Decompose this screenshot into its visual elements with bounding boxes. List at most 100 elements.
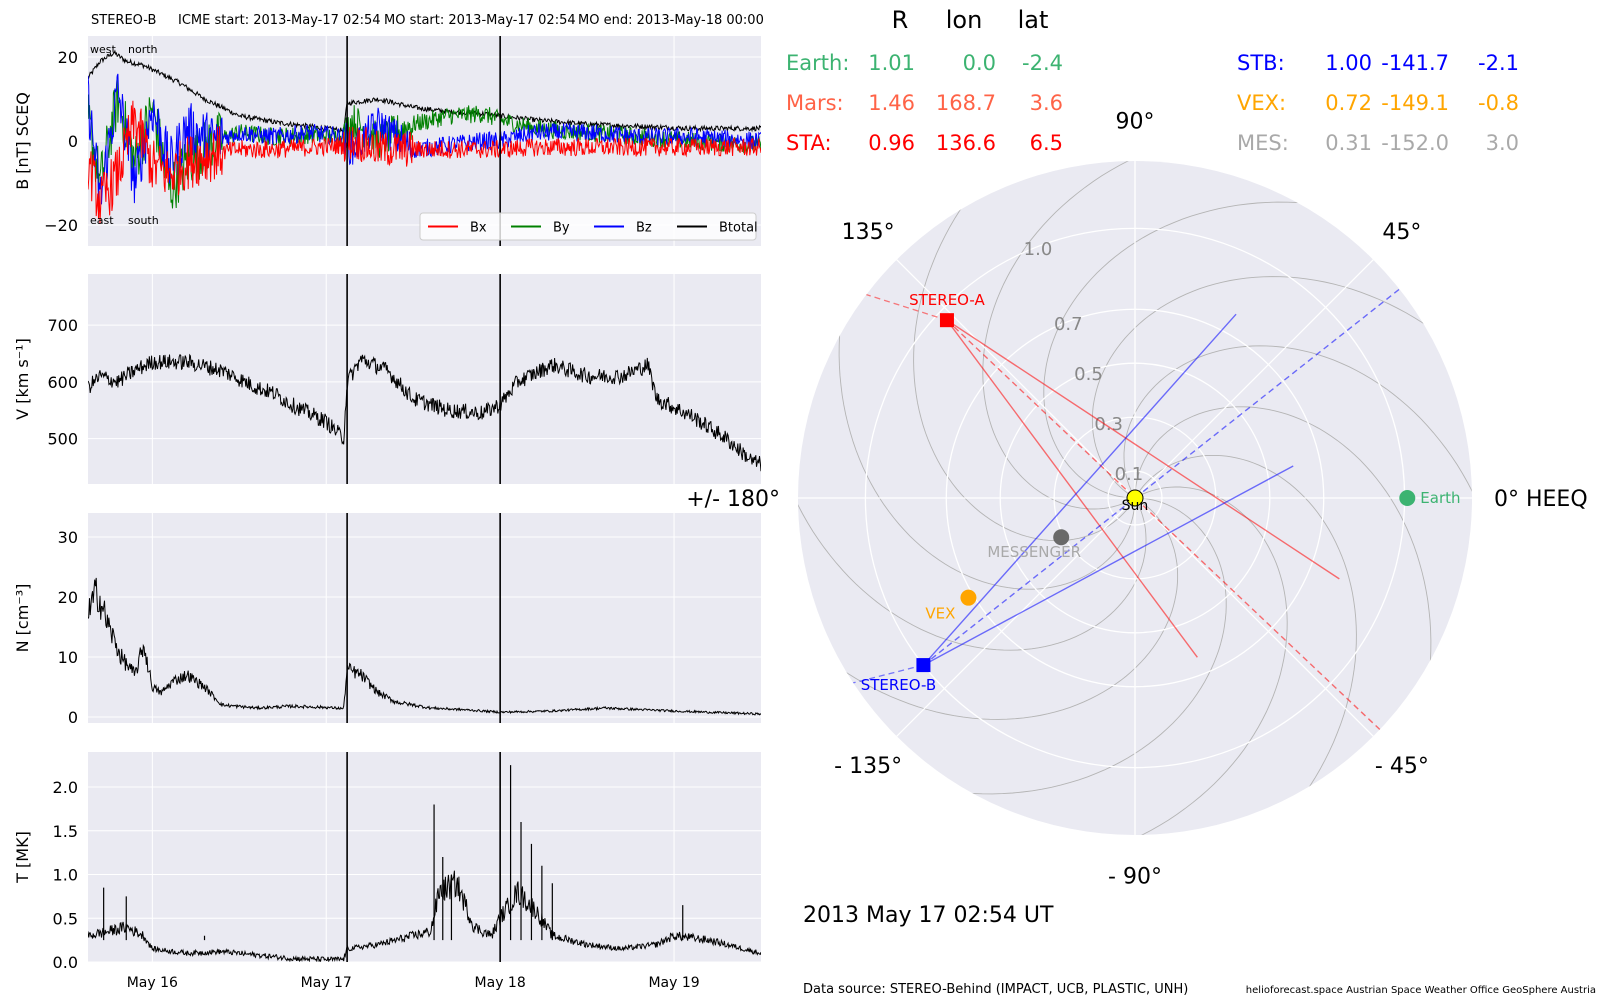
table-row-sta: STA: 0.96 136.6 6.5 bbox=[786, 131, 1063, 155]
body-vex: VEX bbox=[925, 589, 977, 623]
table-cell-label: MES: bbox=[1237, 131, 1289, 155]
angle-label: 135° bbox=[842, 220, 895, 245]
body-marker bbox=[939, 313, 954, 328]
ring-gridline bbox=[945, 308, 1325, 688]
ring-label: 0.1 bbox=[1115, 464, 1144, 485]
table-cell-label: STB: bbox=[1237, 51, 1285, 75]
legend-label-by: By bbox=[553, 221, 570, 236]
table-cell-value: -2.1 bbox=[1478, 51, 1519, 75]
panel-density: 0 10 20 30 N [cm⁻³] bbox=[13, 513, 761, 727]
table-header-r: R bbox=[892, 6, 909, 34]
legend-label-bx: Bx bbox=[470, 221, 487, 236]
parker-spiral-line bbox=[798, 432, 1147, 651]
angle-label: 90° bbox=[1116, 110, 1155, 135]
table-cell-value: -152.0 bbox=[1381, 131, 1449, 155]
header-mo-start: MO start: 2013-May-17 02:54 bbox=[384, 13, 576, 28]
y-tick-label: 600 bbox=[47, 373, 78, 392]
ring-label: 1.0 bbox=[1024, 239, 1053, 260]
y-tick-label: 2.0 bbox=[53, 778, 78, 797]
header-icme-start: ICME start: 2013-May-17 02:54 bbox=[178, 13, 381, 28]
y-tick-label: 0 bbox=[68, 132, 78, 151]
table-cell-value: -149.1 bbox=[1381, 91, 1449, 115]
panel-speed: 500 600 700 V [km s⁻¹] bbox=[13, 274, 761, 484]
body-label: STEREO-B bbox=[861, 676, 936, 694]
parker-spiral-line bbox=[1069, 486, 1288, 835]
panel-background bbox=[88, 752, 761, 962]
parker-spiral-line bbox=[896, 497, 1227, 795]
data-source: Data source: STEREO-Behind (IMPACT, UCB,… bbox=[803, 982, 1188, 997]
parker-spiral-line bbox=[1091, 276, 1472, 496]
table-cell-value: -141.7 bbox=[1381, 51, 1449, 75]
fov-line bbox=[946, 319, 1198, 658]
panel-magnetic-field: −20 0 20 B [nT] SCEQ west north east south Bx By B… bbox=[13, 36, 761, 246]
parker-spiral-line bbox=[1137, 454, 1357, 835]
table-row-mes: MES: 0.31 -152.0 3.0 bbox=[1237, 131, 1519, 155]
table-row-vex: VEX: 0.72 -149.1 -0.8 bbox=[1237, 91, 1519, 115]
ring-gridline bbox=[1107, 470, 1163, 526]
fov-line bbox=[923, 465, 1294, 666]
parker-spiral-line bbox=[913, 161, 1133, 542]
body-stereo-b: STEREO-B bbox=[861, 658, 936, 694]
y-tick-label: 0 bbox=[68, 708, 78, 727]
body-label: VEX bbox=[925, 605, 955, 623]
table-cell-label: Earth: bbox=[786, 51, 849, 75]
panel-temperature: 0.0 0.5 1.0 1.5 2.0 T [MK] May 16 May 17 May 18 M… bbox=[13, 752, 761, 991]
y-tick-label: 10 bbox=[58, 648, 78, 667]
angle-label: 45° bbox=[1382, 220, 1421, 245]
credits: helioforecast.space Austrian Space Weath… bbox=[1246, 985, 1596, 996]
table-cell-value: 136.6 bbox=[936, 131, 996, 155]
angle-label: - 90° bbox=[1108, 864, 1162, 889]
y-tick-label: 0.5 bbox=[53, 909, 78, 928]
fov-line bbox=[922, 261, 1434, 666]
y-axis-label: N [cm⁻³] bbox=[13, 584, 32, 653]
panel-background bbox=[88, 513, 761, 723]
position-plot: 0.1 0.3 0.5 0.7 1.0 0° HEEQ 45° 90° 135° +/- 180°… bbox=[686, 110, 1587, 890]
y-axis-label: V [km s⁻¹] bbox=[13, 338, 32, 420]
ring-label: 0.5 bbox=[1074, 364, 1103, 385]
panel-background bbox=[88, 274, 761, 484]
body-label: STEREO-A bbox=[909, 291, 985, 309]
y-tick-label: 700 bbox=[47, 316, 78, 335]
table-cell-value: -0.8 bbox=[1478, 91, 1519, 115]
body-marker bbox=[1399, 490, 1416, 506]
body-marker bbox=[1126, 489, 1144, 507]
table-cell-value: 0.96 bbox=[868, 131, 915, 155]
table-cell-value: 6.5 bbox=[1030, 131, 1063, 155]
series-line-t bbox=[88, 870, 761, 962]
header-mo-end: MO end: 2013-May-18 00:00 bbox=[578, 13, 764, 28]
body-marker bbox=[960, 589, 977, 606]
table-row-mars: Mars: 1.46 168.7 3.6 bbox=[786, 91, 1063, 115]
table-cell-value: 1.01 bbox=[868, 51, 915, 75]
y-tick-label: 0.0 bbox=[53, 953, 78, 972]
legend-box bbox=[419, 212, 757, 241]
angle-label: +/- 180° bbox=[686, 487, 780, 512]
series-line-bx bbox=[88, 100, 761, 224]
ring-label: 0.3 bbox=[1094, 414, 1123, 435]
table-cell-label: VEX: bbox=[1237, 91, 1286, 115]
table-cell-value: 1.00 bbox=[1325, 51, 1372, 75]
ring-gridline bbox=[999, 362, 1271, 634]
field-direction-annotation: north bbox=[128, 43, 158, 56]
table-cell-label: Mars: bbox=[786, 91, 844, 115]
body-label: MESSENGER bbox=[987, 543, 1081, 561]
body-messenger: MESSENGER bbox=[987, 529, 1081, 561]
table-row-earth: Earth: 1.01 0.0 -2.4 bbox=[786, 51, 1063, 75]
table-cell-label: STA: bbox=[786, 131, 832, 155]
field-direction-annotation: east bbox=[90, 214, 114, 227]
y-tick-label: 500 bbox=[47, 430, 78, 449]
field-direction-annotation: west bbox=[90, 43, 116, 56]
series-line-v bbox=[88, 353, 761, 472]
series-group bbox=[88, 49, 761, 224]
fov-line bbox=[946, 319, 1420, 768]
table-cell-value: 0.72 bbox=[1325, 91, 1372, 115]
table-header-lon: lon bbox=[946, 6, 983, 34]
table-row-stb: STB: 1.00 -141.7 -2.1 bbox=[1237, 51, 1519, 75]
y-axis-label: B [nT] SCEQ bbox=[13, 92, 32, 190]
y-tick-label: 30 bbox=[58, 528, 78, 547]
parker-spiral-line bbox=[982, 161, 1201, 510]
radial-gridline bbox=[896, 497, 1136, 737]
body-marker bbox=[916, 658, 931, 673]
series-line-btotal bbox=[88, 49, 761, 134]
x-tick-label: May 17 bbox=[301, 975, 352, 991]
date-label: 2013 May 17 02:54 UT bbox=[803, 903, 1054, 928]
